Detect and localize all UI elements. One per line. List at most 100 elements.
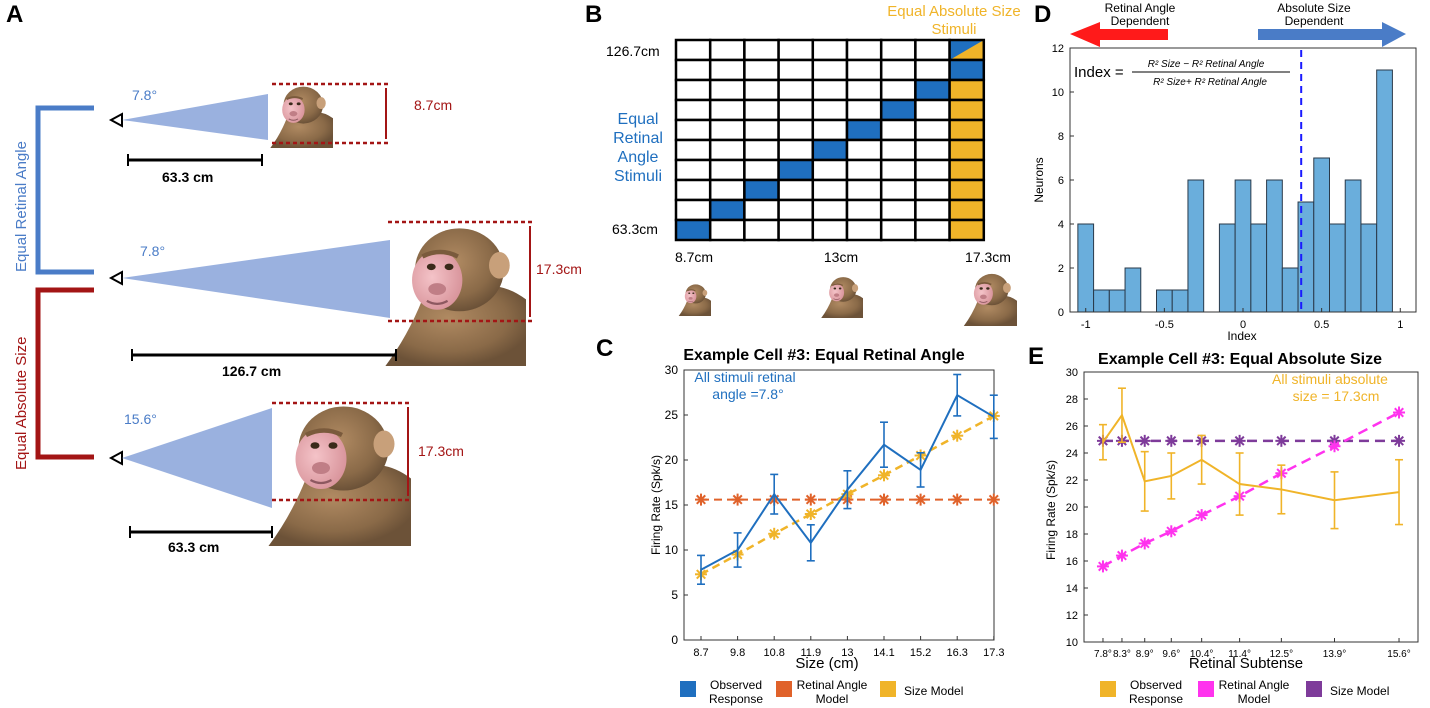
size-model-point-stroke <box>879 470 889 481</box>
y-tick-label: 5 <box>671 588 678 602</box>
size-model-point <box>1165 434 1178 447</box>
grid-cell <box>743 138 780 162</box>
grid-cell <box>879 198 917 222</box>
x-tick-label: 11.4° <box>1228 649 1251 660</box>
retinal-angle-model-point <box>951 493 964 506</box>
grid-cell <box>777 78 815 102</box>
x-tick-label: 8.3° <box>1113 649 1131 660</box>
row3-distance: 63.3 cm <box>168 539 219 555</box>
panel-b-title-line1: Equal Absolute Size <box>887 3 1020 20</box>
row1-angle: 7.8° <box>132 87 157 103</box>
monkey-thumb-small <box>678 283 712 316</box>
grid-cell <box>811 58 849 82</box>
retinal-angle-model-point <box>695 493 707 506</box>
grid-cell <box>777 58 815 82</box>
retinal-angle-model-point <box>1115 549 1128 562</box>
grid-cell <box>914 38 951 62</box>
size-model-point <box>1138 434 1151 447</box>
y-tick-label: 30 <box>1066 367 1078 379</box>
row2-size: 17.3cm <box>536 261 582 277</box>
retinal-angle-model-point-stroke <box>696 494 706 505</box>
y-tick-label: 22 <box>1066 475 1078 487</box>
panel-e-annotation-1: All stimuli absolute <box>1272 371 1388 387</box>
grid-cell <box>811 98 849 122</box>
x-tick-label: 15.6° <box>1387 649 1410 660</box>
retinal-angle-model-point <box>987 493 1000 506</box>
view-cone <box>122 408 272 508</box>
x-tick-label: 8.9° <box>1136 649 1154 660</box>
x-tick-label: 15.2 <box>910 647 931 659</box>
row3-size: 17.3cm <box>418 443 464 459</box>
x-tick-label: 9.6° <box>1162 649 1180 660</box>
legend-label: Response <box>709 692 763 706</box>
grid-cell <box>948 58 986 82</box>
legend-swatch <box>776 681 792 697</box>
retinal-angle-model-point <box>1096 560 1109 573</box>
monkey-thumb-medium <box>820 276 864 318</box>
x-tick-label: 0.5 <box>1314 319 1329 331</box>
grid-cell <box>674 78 712 102</box>
absolute-size-arrow <box>1258 22 1406 47</box>
histogram-bar <box>1360 223 1378 313</box>
size-model-point <box>1275 434 1288 447</box>
grid-cell <box>743 178 780 202</box>
retinal-angle-model-line <box>1102 411 1400 568</box>
size-model-point-stroke <box>1394 435 1404 446</box>
grid-cell <box>914 98 951 122</box>
size-model-point-stroke <box>769 528 780 539</box>
legend-label: Model <box>1238 692 1271 706</box>
y-tick-label: 12 <box>1066 610 1078 622</box>
monkey-image-large <box>385 228 526 366</box>
legend-label: Observed <box>1130 678 1182 692</box>
x-tick-label: 1 <box>1397 319 1403 331</box>
grid-cell <box>948 178 986 202</box>
grid-cell <box>674 218 712 242</box>
grid-cell <box>743 58 780 82</box>
panel-b: B Equal Absolute Size Stimuli Equal Reti… <box>585 1 1021 326</box>
x-tick-label: 10.8 <box>763 647 784 659</box>
legend-swatch <box>880 681 896 697</box>
size-model-point-stroke <box>1234 435 1245 446</box>
panel-e-label: E <box>1028 343 1044 370</box>
y-tick-label: 0 <box>671 633 678 647</box>
retinal-angle-model-point-stroke <box>988 494 999 505</box>
retinal-angle-model-point <box>1328 440 1341 453</box>
retinal-angle-model-point <box>804 493 817 506</box>
panel-e-annotation-2: size = 17.3cm <box>1293 388 1380 404</box>
y-tick-label: 10 <box>1052 87 1064 99</box>
panel-d: D Retinal Angle Dependent Absolute Size … <box>1032 1 1417 343</box>
formula-numerator: R² Size − R² Retinal Angle <box>1148 59 1265 70</box>
panel-c-annotation-2: angle =7.8° <box>712 386 783 402</box>
x-tick-label: 13.9° <box>1323 649 1346 660</box>
retinal-angle-model-point <box>1138 537 1151 550</box>
legend-label: Size Model <box>1330 684 1389 698</box>
grid-cell <box>845 78 883 102</box>
legend-swatch <box>1198 681 1214 697</box>
panel-b-x-label-1: 8.7cm <box>675 249 713 265</box>
x-tick-label: 17.3 <box>983 647 1004 659</box>
grid-cell <box>708 58 746 82</box>
equal-retinal-angle-label: Equal Retinal Angle <box>13 141 30 272</box>
viewing-row-3: 15.6° 17.3cm 63.3 cm <box>108 401 464 555</box>
legend-label: Observed <box>710 678 762 692</box>
retinal-angle-model-point-stroke <box>1098 561 1108 572</box>
panel-e-xlabel: Retinal Subtense <box>1189 655 1303 672</box>
grid-cell <box>674 178 712 202</box>
grid-cell <box>948 198 986 222</box>
y-tick-label: 15 <box>665 498 679 512</box>
y-tick-label: 16 <box>1066 556 1078 568</box>
grid-cell <box>948 138 986 162</box>
panel-c-annotation-1: All stimuli retinal <box>694 369 795 385</box>
retinal-angle-model-point-stroke <box>879 494 889 505</box>
x-tick-label: 10.4° <box>1190 649 1213 660</box>
viewing-row-1: 7.8° 8.7cm 63.3 cm <box>108 82 452 185</box>
y-tick-label: 10 <box>665 543 679 557</box>
legend-label: Size Model <box>904 684 963 698</box>
legend-label: Retinal Angle <box>797 678 868 692</box>
grid-cell <box>743 98 780 122</box>
grid-cell <box>811 38 849 62</box>
row2-distance: 126.7 cm <box>222 363 281 379</box>
grid-cell <box>914 138 951 162</box>
